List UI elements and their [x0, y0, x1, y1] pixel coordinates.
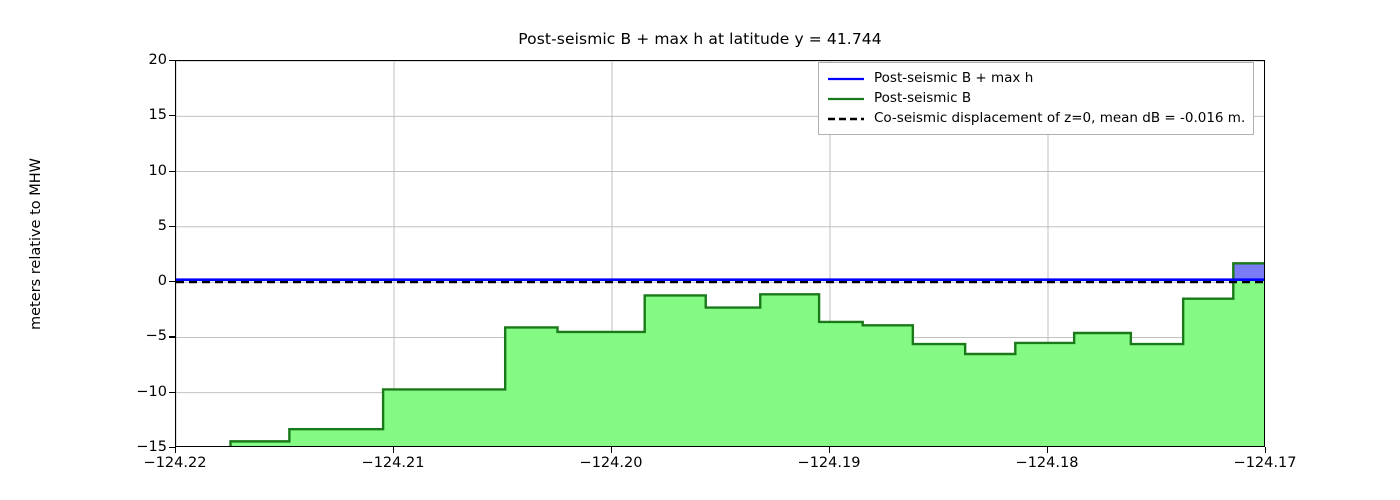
y-tick-label: −5 — [145, 328, 167, 345]
chart-title: Post-seismic B + max h at latitude y = 4… — [518, 30, 882, 48]
y-tick-label: −10 — [136, 383, 167, 400]
x-tick-label: −124.21 — [361, 455, 425, 471]
y-tick-mark — [169, 391, 175, 393]
legend-item[interactable]: Post-seismic B — [827, 88, 1245, 108]
x-tick-mark — [1265, 447, 1267, 453]
legend-swatch — [827, 91, 865, 105]
legend-item[interactable]: Co-seismic displacement of z=0, mean dB … — [827, 108, 1245, 128]
y-tick-mark — [169, 336, 175, 338]
x-tick-label: −124.18 — [1015, 455, 1079, 471]
y-tick-label: 15 — [148, 107, 167, 124]
legend-swatch — [827, 111, 865, 125]
legend-item[interactable]: Post-seismic B + max h — [827, 68, 1245, 88]
legend-label: Co-seismic displacement of z=0, mean dB … — [874, 110, 1246, 126]
post-seismic-b-fill — [230, 263, 1264, 446]
x-tick-label: −124.17 — [1233, 455, 1297, 471]
post-seismic-b-line — [229, 262, 1264, 446]
y-tick-label: 20 — [148, 52, 167, 68]
x-tick-label: −124.22 — [143, 455, 207, 471]
y-tick-mark — [169, 447, 175, 449]
y-tick-mark — [169, 281, 175, 283]
legend-label: Post-seismic B — [874, 90, 972, 106]
x-tick-label: −124.20 — [579, 455, 643, 471]
y-tick-mark — [169, 225, 175, 227]
y-tick-mark — [169, 115, 175, 117]
x-tick-mark — [1047, 447, 1049, 453]
x-tick-mark — [175, 447, 177, 453]
legend-box: Post-seismic B + max h Post-seismic B Co-s… — [818, 62, 1255, 135]
y-axis-title: meters relative to MHW — [28, 158, 44, 330]
legend-swatch — [827, 71, 865, 85]
legend-label: Post-seismic B + max h — [874, 70, 1034, 86]
data-lines — [176, 262, 1264, 446]
y-tick-label: 0 — [157, 273, 167, 290]
chart-svg — [176, 61, 1264, 446]
y-tick-label: 10 — [148, 162, 167, 179]
post-seismic-b-plus-max-h-fill — [176, 263, 1264, 280]
y-tick-label: −15 — [136, 439, 167, 455]
y-tick-mark — [169, 60, 175, 62]
y-tick-mark — [169, 170, 175, 172]
y-tick-label: 5 — [157, 217, 167, 234]
x-tick-mark — [611, 447, 613, 453]
x-tick-mark — [393, 447, 395, 453]
area-fills — [176, 263, 1264, 446]
x-tick-label: −124.19 — [797, 455, 861, 471]
x-tick-mark — [829, 447, 831, 453]
